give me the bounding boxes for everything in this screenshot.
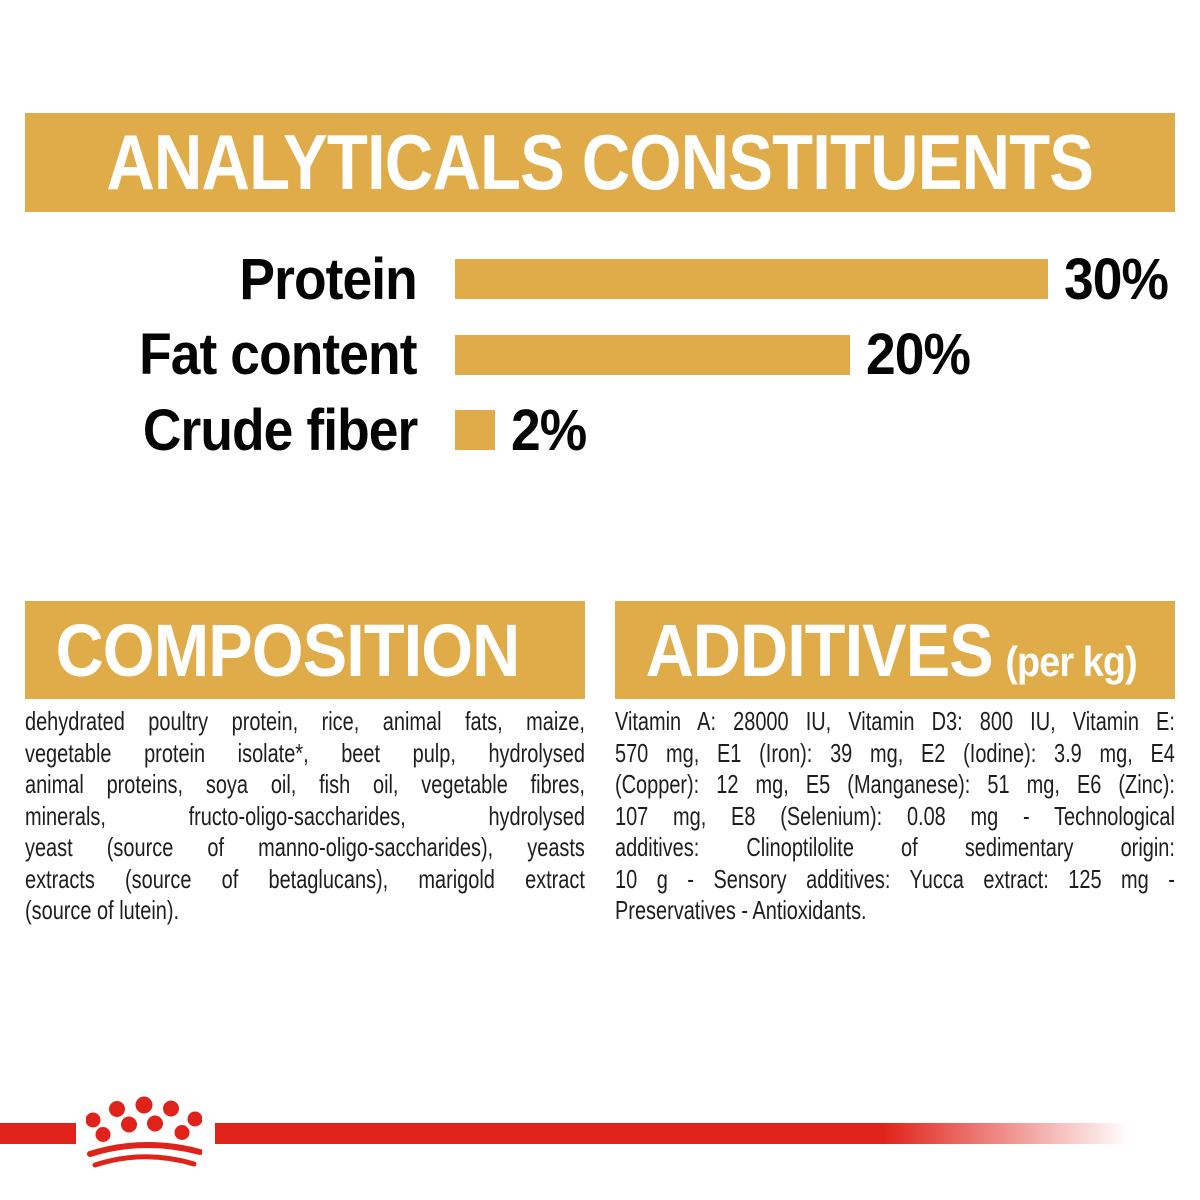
- bar: [455, 334, 851, 375]
- bar-value: 2%: [510, 397, 587, 463]
- text-line: Preservatives - Antioxidants.: [615, 895, 867, 925]
- royal-canin-crown-logo: [86, 1096, 202, 1168]
- text-line: (Copper): 12 mg, E5 (Manganese): 51 mg, …: [615, 769, 1175, 799]
- composition-text: dehydrated poultry protein, rice, animal…: [25, 706, 585, 927]
- composition-banner: COMPOSITION: [25, 601, 585, 699]
- text-line: additives: Clinoptilolite of sedimentary…: [615, 832, 1175, 862]
- additives-text: Vitamin A: 28000 IU, Vitamin D3: 800 IU,…: [615, 706, 1175, 927]
- analyticals-title: ANALYTICALS CONSTITUENTS: [106, 118, 1095, 206]
- bar-value: 20%: [866, 322, 971, 387]
- red-stripe-right: [215, 1123, 1130, 1144]
- text-line: animal proteins, soya oil, fish oil, veg…: [25, 769, 585, 799]
- bar: [455, 259, 1049, 299]
- text-line: (source of lutein).: [25, 895, 180, 925]
- additives-per-kg-label: (per kg): [1005, 637, 1137, 685]
- analyticals-banner: ANALYTICALS CONSTITUENTS: [25, 113, 1175, 212]
- bar-label: Crude fiber: [142, 397, 417, 463]
- text-line: Vitamin A: 28000 IU, Vitamin D3: 800 IU,…: [615, 706, 1175, 736]
- additives-heading: ADDITIVES (per kg): [645, 608, 1138, 692]
- red-stripe-left: [0, 1123, 76, 1144]
- text-line: extracts (source of betaglucans), marigo…: [25, 863, 585, 894]
- text-line: vegetable protein isolate*, beet pulp, h…: [25, 737, 585, 768]
- bar-label: Protein: [239, 246, 418, 312]
- text-line: 10 g - Sensory additives: Yucca extract:…: [615, 863, 1175, 894]
- text-line: minerals, fructo-oligo-saccharides, hydr…: [25, 800, 585, 831]
- text-line: 570 mg, E1 (Iron): 39 mg, E2 (Iodine): 3…: [615, 737, 1175, 768]
- bar-value: 30%: [1064, 246, 1169, 312]
- analyticals-bar-chart: Protein 30% Fat content 20% Crude fiber 2%: [25, 245, 1175, 463]
- text-line: 107 mg, E8 (Selenium): 0.08 mg - Technol…: [615, 800, 1175, 831]
- additives-banner: ADDITIVES (per kg): [615, 601, 1175, 699]
- composition-heading: COMPOSITION: [55, 608, 521, 692]
- text-line: dehydrated poultry protein, rice, animal…: [25, 706, 585, 736]
- bar: [455, 410, 495, 450]
- text-line: yeast (source of manno-oligo-saccharides…: [25, 832, 585, 862]
- bar-label: Fat content: [139, 322, 418, 387]
